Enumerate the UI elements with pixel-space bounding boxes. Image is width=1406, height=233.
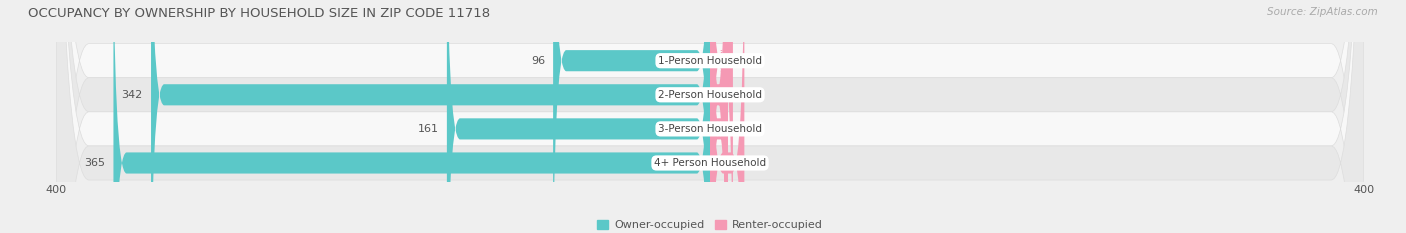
Text: 4+ Person Household: 4+ Person Household: [654, 158, 766, 168]
FancyBboxPatch shape: [710, 0, 733, 233]
FancyBboxPatch shape: [56, 0, 1364, 233]
Text: 21: 21: [752, 158, 766, 168]
Text: OCCUPANCY BY OWNERSHIP BY HOUSEHOLD SIZE IN ZIP CODE 11718: OCCUPANCY BY OWNERSHIP BY HOUSEHOLD SIZE…: [28, 7, 491, 20]
FancyBboxPatch shape: [150, 0, 710, 233]
FancyBboxPatch shape: [553, 0, 710, 233]
FancyBboxPatch shape: [114, 0, 710, 233]
FancyBboxPatch shape: [447, 0, 710, 233]
Text: 3-Person Household: 3-Person Household: [658, 124, 762, 134]
Text: Source: ZipAtlas.com: Source: ZipAtlas.com: [1267, 7, 1378, 17]
Text: 1-Person Household: 1-Person Household: [658, 56, 762, 66]
Legend: Owner-occupied, Renter-occupied: Owner-occupied, Renter-occupied: [593, 216, 827, 233]
Text: 96: 96: [531, 56, 546, 66]
FancyBboxPatch shape: [710, 0, 728, 233]
FancyBboxPatch shape: [56, 0, 1364, 233]
Text: 10: 10: [734, 90, 748, 100]
Text: 2-Person Household: 2-Person Household: [658, 90, 762, 100]
Text: 161: 161: [418, 124, 439, 134]
Text: 342: 342: [121, 90, 143, 100]
FancyBboxPatch shape: [56, 0, 1364, 233]
FancyBboxPatch shape: [710, 0, 744, 233]
Text: 365: 365: [84, 158, 105, 168]
FancyBboxPatch shape: [710, 0, 727, 233]
Text: 14: 14: [741, 56, 755, 66]
FancyBboxPatch shape: [56, 0, 1364, 233]
Text: 11: 11: [737, 124, 751, 134]
